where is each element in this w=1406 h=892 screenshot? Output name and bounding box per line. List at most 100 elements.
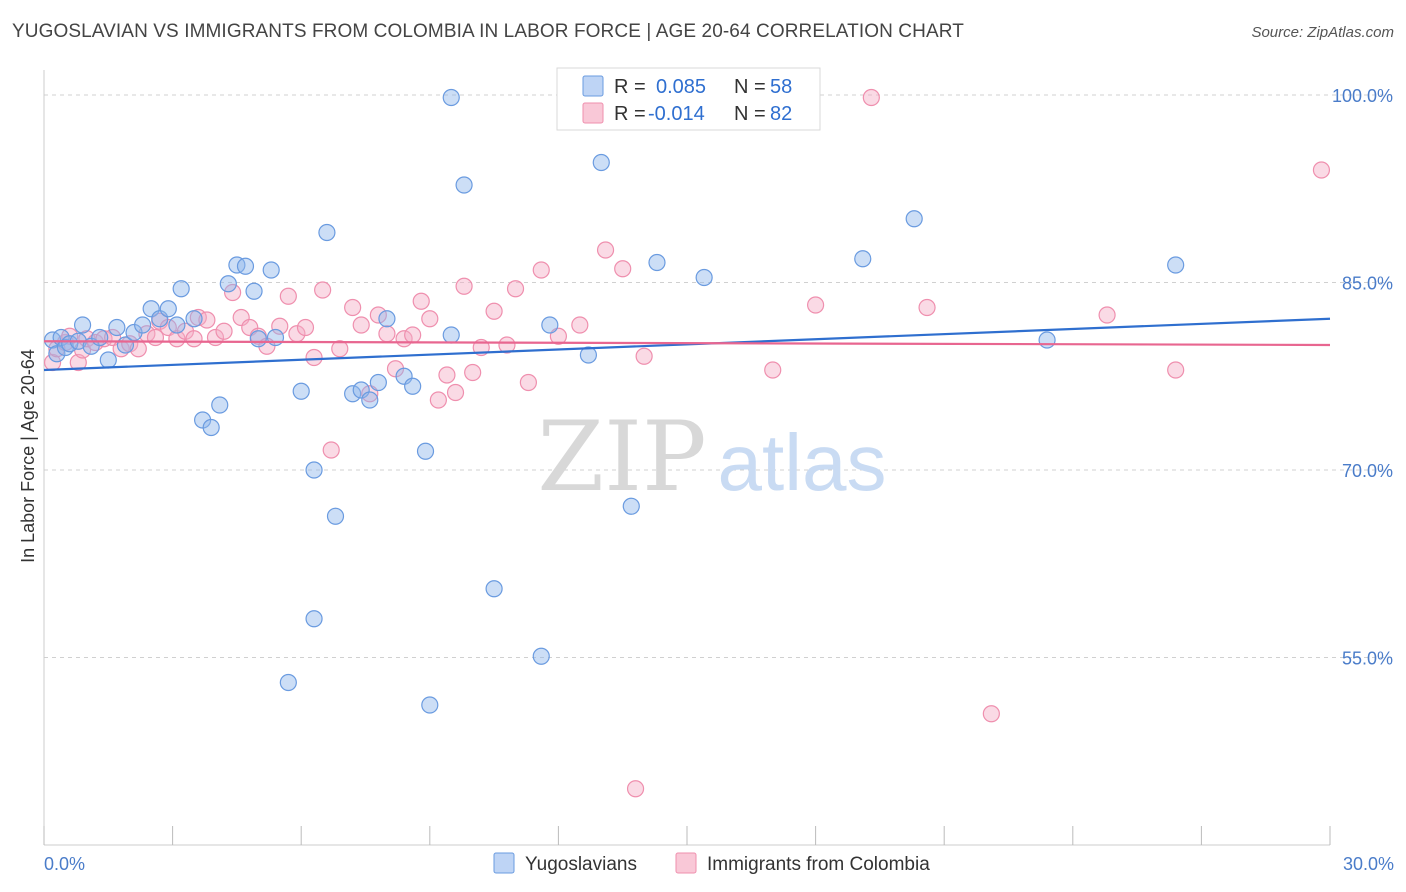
yugoslavian-point [404,377,422,395]
yugoslavian-point [455,176,473,194]
colombia-point [571,316,589,334]
yugoslavian-point [442,88,460,107]
colombia-point [498,336,516,354]
colombia-point [322,441,340,459]
colombia-point [305,348,323,367]
correlation-legend: R = 0.085 N = 58 R = -0.014 N = 82 [556,67,821,131]
colombia-point [455,277,473,295]
colombia-point [626,780,645,798]
yugoslavian-point [245,282,263,300]
yugoslavian-point [305,461,323,479]
colombia-point [412,292,430,310]
yugoslavian-point [305,610,323,628]
colombia-point [635,347,653,365]
colombia-point [271,317,289,335]
colombia-point [279,287,297,305]
yugoslavian-point [262,261,280,279]
yugoslavian-point [279,673,297,692]
trend-line-yugoslavians [43,317,1331,372]
colombia-point [369,306,387,324]
watermark-zip: ZIP [537,401,706,513]
watermark-atlas: atlas [718,418,887,507]
yugoslavian-point [249,330,267,348]
yugoslavian-point [695,268,713,287]
colombia-point [485,302,503,320]
yugoslavian-point [1167,256,1185,274]
colombia-point [982,705,1000,723]
colombia-point [446,383,465,402]
yugoslavian-point [541,316,559,334]
bottom-legend-label-colombia: Immigrants from Colombia [707,854,930,875]
colombia-point [918,298,936,317]
y-tick-label: 100.0% [1332,86,1393,106]
legend-n-value-2: 82 [770,103,792,125]
colombia-point [596,241,615,259]
yugoslavian-point [592,153,610,172]
colombia-point [519,373,537,392]
yugoslavian-point [361,391,379,409]
series-legend: Yugoslavians Immigrants from Colombia [493,852,930,875]
bottom-legend-swatch-yugoslavians [493,852,515,874]
colombia-point [764,361,782,379]
colombia-point [314,281,332,299]
yugoslavian-point [318,223,336,242]
legend-r-value-1: 0.085 [656,76,706,98]
colombia-point [421,310,439,328]
legend-swatch-yugoslavians [582,75,604,97]
yugoslavian-point [219,275,237,293]
colombia-point [185,330,203,348]
yugoslavian-point [133,316,152,334]
yugoslavian-point [48,345,66,363]
colombia-point [352,316,370,334]
colombia-point [429,391,447,409]
colombia-point [1167,361,1185,379]
yugoslavian-point [416,442,435,460]
yugoslavian-point [228,256,246,274]
legend-r-label-2: R = [614,103,646,125]
chart-source: Source: ZipAtlas.com [1251,24,1394,41]
colombia-point [464,363,482,382]
legend-n-label-1: N = [734,76,766,98]
yugoslavian-point [172,280,190,298]
colombia-point [532,261,550,279]
yugoslavian-point [236,257,255,275]
yugoslavian-point [185,310,203,328]
x-tick-label: 0.0% [44,854,85,874]
y-tick-label: 70.0% [1342,461,1393,481]
legend-n-value-1: 58 [770,76,792,98]
y-tick-label: 55.0% [1342,649,1393,669]
y-tick-label: 85.0% [1342,274,1393,294]
colombia-point [438,366,456,384]
colombia-point [378,325,396,343]
colombia-point [198,311,216,329]
x-tick-label: 30.0% [1343,854,1394,874]
yugoslavian-point [854,250,872,268]
yugoslavian-point [369,373,387,392]
yugoslavian-point [442,326,460,344]
yugoslavian-point [622,497,640,515]
colombia-point [614,260,632,278]
yugoslavian-point [579,346,598,364]
yugoslavian-point [108,318,126,337]
chart-title: YUGOSLAVIAN VS IMMIGRANTS FROM COLOMBIA … [12,21,964,42]
axes [43,70,1331,846]
yugoslavian-point [73,316,92,334]
yugoslavian-point [266,328,285,347]
legend-r-label-1: R = [614,76,646,98]
yugoslavian-point [378,310,396,328]
colombia-point [224,283,242,302]
yugoslavian-point [292,382,310,400]
colombia-point [296,318,315,337]
legend-r-value-2: -0.014 [648,103,705,125]
trend-line-colombia [43,340,1331,347]
colombia-point [404,326,422,344]
colombia-point [215,322,233,340]
colombia-point [1098,306,1116,324]
tick-labels: 55.0% 70.0% 85.0% 100.0% 0.0% 30.0% [44,86,1394,874]
yugoslavian-point [532,647,550,665]
colombia-point [331,340,349,358]
trend-lines [43,317,1331,372]
colombia-point [344,298,362,317]
yugoslavian-point [344,385,362,403]
